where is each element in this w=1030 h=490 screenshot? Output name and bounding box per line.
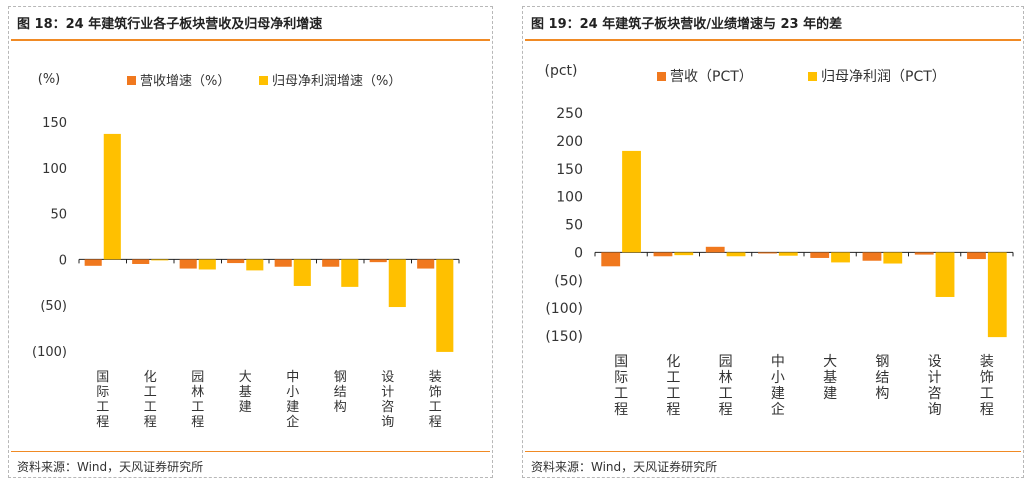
x-tick-label: 钢结构 [875, 354, 889, 402]
y-tick-label: 250 [556, 106, 583, 122]
bar-profit [246, 259, 264, 271]
y-tick-label: (50) [40, 299, 67, 314]
bar-profit [388, 259, 406, 308]
legend-swatch [127, 76, 136, 85]
x-tick-label: 大基建 [239, 370, 252, 415]
x-tick-label: 钢结构 [334, 370, 347, 415]
y-tick-label: (100) [545, 301, 583, 317]
bar-profit [436, 259, 454, 352]
y-tick-label: 100 [42, 162, 67, 177]
bar-profit [726, 252, 746, 257]
bar-revenue [274, 259, 292, 267]
source-note: 资料来源：Wind，天风证券研究所 [531, 460, 718, 474]
y-tick-label: 150 [556, 162, 583, 178]
bar-revenue [417, 259, 435, 269]
chart-title: 图 18：24 年建筑行业各子板块营收及归母净利增速 [17, 17, 323, 32]
x-tick-label: 中小建企 [286, 370, 299, 430]
bar-chart-growth: (%) 营收增速（%） 归母净利润增速（%） (100) (50) 0 50 100 150 国际… [32, 72, 460, 430]
bar-profit [622, 150, 641, 253]
bar-revenue [84, 259, 102, 266]
y-tick-label: (100) [32, 345, 67, 360]
y-tick-label: 0 [574, 245, 583, 261]
bar-revenue [601, 252, 621, 267]
legend-label: 归母净利润（PCT） [821, 68, 946, 85]
bar-revenue [914, 252, 934, 255]
bar-profit [198, 259, 216, 270]
bar-revenue [132, 259, 150, 264]
legend-swatch [657, 72, 666, 81]
x-tick-label: 园林工程 [191, 370, 204, 430]
unit-label: (pct) [545, 63, 578, 79]
bar-profit [674, 252, 694, 256]
y-tick-label: 100 [556, 190, 583, 206]
bar-revenue [758, 252, 777, 254]
title-divider [525, 39, 1021, 41]
source-divider [525, 451, 1021, 452]
chart-panel-right: 图 19：24 年建筑子板块营收/业绩增速与 23 年的差 (pct) 营收（PC… [522, 6, 1024, 478]
x-tick-label: 装饰工程 [429, 370, 442, 430]
x-tick-label: 国际工程 [614, 354, 628, 418]
legend-label: 营收（PCT） [670, 69, 753, 85]
x-tick-label: 设计咨询 [381, 370, 394, 430]
title-divider [11, 39, 490, 41]
x-tick-label: 大基建 [823, 354, 837, 402]
bar-revenue [369, 259, 387, 263]
y-tick-label: 50 [565, 218, 583, 234]
x-tick-label: 设计咨询 [928, 354, 942, 418]
bar-profit [103, 133, 121, 260]
bar-chart-diff: (pct) 营收（PCT） 归母净利润（PCT） (150) (100) (50) 0 50 1… [545, 63, 1014, 418]
y-tick-label: 50 [50, 208, 67, 223]
bar-revenue [653, 252, 673, 257]
y-tick-label: 150 [42, 116, 67, 131]
chart-title: 图 19：24 年建筑子板块营收/业绩增速与 23 年的差 [531, 17, 843, 32]
bar-revenue [810, 252, 830, 258]
bar-profit [987, 252, 1007, 338]
source-divider [11, 451, 490, 452]
bar-profit [293, 259, 311, 286]
x-tick-label: 装饰工程 [980, 354, 994, 418]
y-tick-label: 200 [556, 134, 583, 150]
x-tick-label: 中小建企 [771, 354, 785, 418]
legend-swatch [259, 76, 268, 85]
x-tick-label: 园林工程 [719, 354, 733, 418]
bar-profit [883, 252, 903, 264]
legend-label: 归母净利润增速（%） [272, 74, 401, 89]
y-tick-label: (150) [545, 329, 583, 345]
bar-revenue [967, 252, 986, 260]
bar-revenue [322, 259, 340, 267]
bar-profit [831, 252, 850, 263]
bar-revenue [179, 259, 197, 269]
bar-revenue [862, 252, 882, 261]
x-tick-label: 化工工程 [144, 370, 157, 430]
bar-revenue [705, 246, 725, 253]
unit-label: (%) [38, 72, 61, 87]
bar-revenue [227, 259, 245, 264]
chart-panel-left: 图 18：24 年建筑行业各子板块营收及归母净利增速 (%) 营收增速（%） 归母净… [8, 6, 493, 478]
bar-profit [778, 252, 798, 256]
bar-profit [341, 259, 359, 287]
legend-swatch [808, 72, 817, 81]
x-tick-label: 化工工程 [666, 354, 680, 418]
y-tick-label: 0 [59, 253, 67, 268]
y-tick-label: (50) [554, 273, 583, 289]
x-tick-label: 国际工程 [96, 370, 109, 430]
legend-label: 营收增速（%） [140, 74, 230, 89]
source-note: 资料来源：Wind，天风证券研究所 [17, 460, 204, 474]
bar-profit [935, 252, 955, 297]
bar-profit [151, 259, 169, 261]
